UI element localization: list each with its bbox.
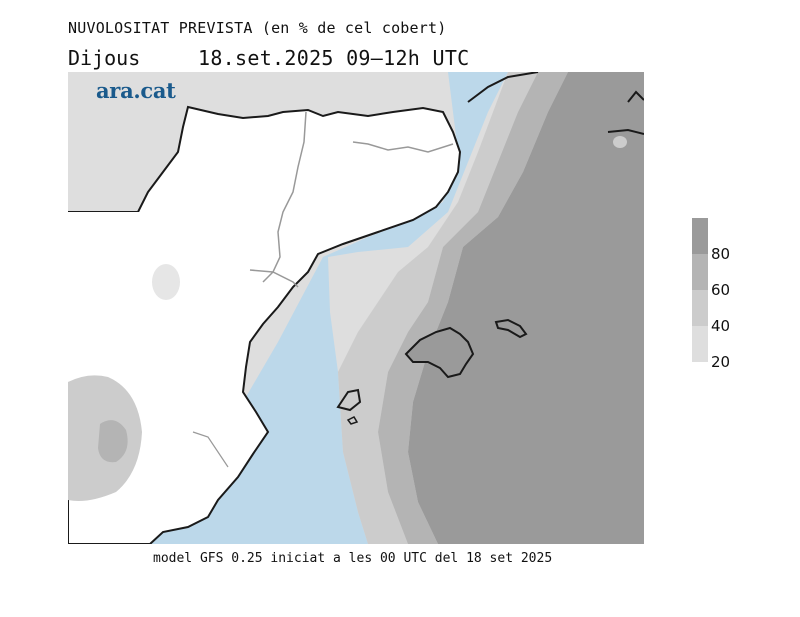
cloud-blob-small-redraw: [152, 264, 180, 300]
legend-label-60: 60: [711, 281, 731, 299]
legend-swatch-20: [692, 326, 708, 362]
legend-swatch-40: [692, 290, 708, 326]
cloud-band-60: [378, 72, 568, 544]
forecast-datetime: 18.set.2025 09–12h UTC: [198, 46, 470, 70]
cloud-blob-west-core-redraw: [98, 420, 128, 463]
cloud-band-40: [338, 72, 538, 544]
legend-label-80: 80: [711, 245, 731, 263]
legend-swatch-80: [692, 218, 708, 254]
region-border-aragon: [262, 111, 307, 283]
legend-swatch-60: [692, 254, 708, 290]
region-border-valencia: [249, 269, 299, 288]
island-menorca: [494, 318, 528, 339]
forecast-day: Dijous: [68, 46, 141, 70]
model-run-note: model GFS 0.25 iniciat a les 00 UTC del …: [153, 551, 553, 566]
border-inland-south: [192, 431, 229, 468]
map-title: NUVOLOSITAT PREVISTA (en % de cel cobert…: [68, 19, 447, 37]
island-mallorca: [404, 326, 475, 379]
cloud-spot-east: [613, 136, 627, 148]
cloud-cover-legend: 80 60 40 20: [692, 218, 752, 378]
cloud-cover-map: [68, 72, 644, 544]
ara-cat-logo[interactable]: ara.cat: [96, 78, 176, 103]
coast-northeast: [627, 90, 644, 103]
island-ibiza: [336, 388, 362, 412]
border-france: [352, 141, 454, 153]
coast-east: [607, 128, 644, 135]
legend-label-20: 20: [711, 353, 731, 371]
legend-label-40: 40: [711, 317, 731, 335]
cloud-band-80: [408, 72, 644, 544]
land-mainland: [68, 105, 462, 544]
coast-france: [467, 72, 539, 103]
island-formentera: [346, 416, 359, 425]
